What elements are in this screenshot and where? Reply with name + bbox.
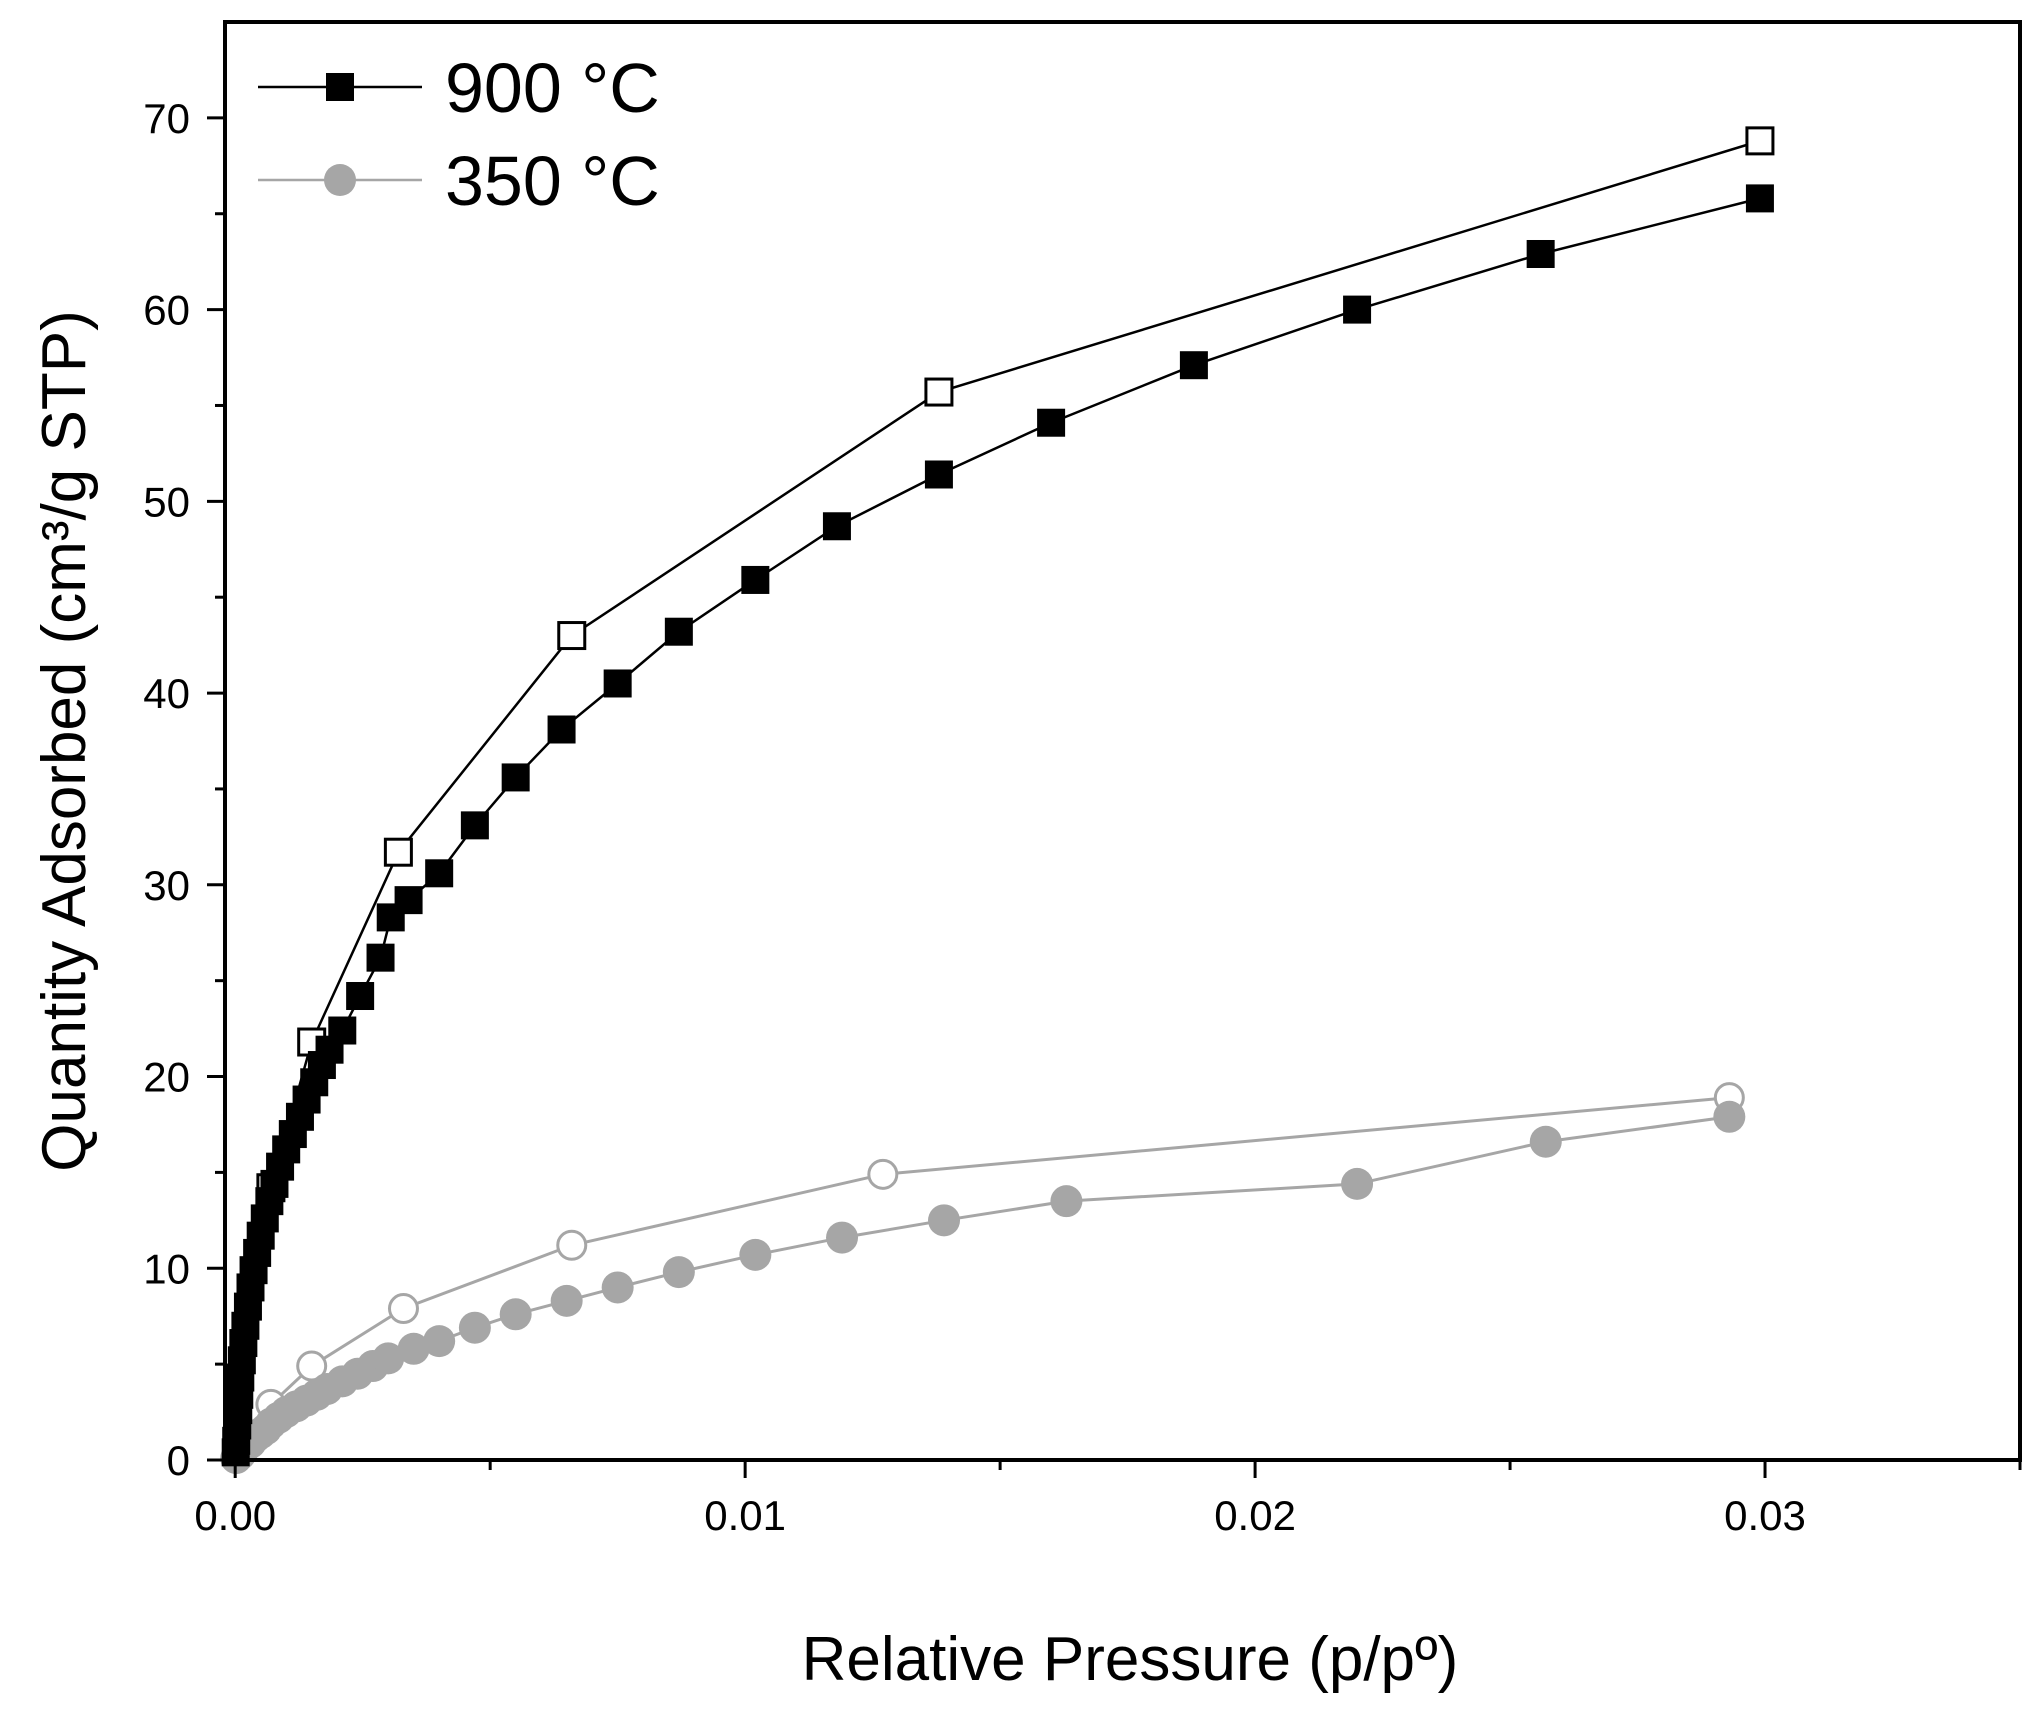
adsorption-point (826, 1221, 859, 1254)
y-tick-label: 10 (143, 1245, 190, 1292)
adsorption-point (739, 1238, 772, 1271)
desorption-point (387, 1293, 419, 1325)
adsorption-point (1745, 184, 1774, 213)
x-tick-label: 0.02 (1214, 1492, 1296, 1539)
x-tick-label: 0.00 (194, 1492, 276, 1539)
y-tick-label: 30 (143, 862, 190, 909)
adsorption-point (664, 617, 693, 646)
plot-area-frame (223, 20, 2022, 1462)
desorption-point (556, 1229, 588, 1261)
adsorption-point (394, 886, 423, 915)
adsorption-point (460, 811, 489, 840)
adsorption-point (501, 763, 530, 792)
adsorption-point (924, 460, 953, 489)
desorption-point (383, 837, 413, 867)
legend-label-350: 350 °C (445, 142, 660, 220)
desorption-point (867, 1158, 899, 1190)
y-tick-label: 50 (143, 478, 190, 525)
adsorption-point (366, 943, 395, 972)
adsorption-point (547, 715, 576, 744)
legend-label-900: 900 °C (445, 49, 660, 127)
legend: 900 °C 350 °C (258, 49, 660, 220)
adsorption-point (1343, 295, 1372, 324)
desorption-line (269, 139, 1761, 1189)
legend-marker-350 (324, 164, 356, 196)
adsorption-point (550, 1284, 583, 1317)
y-tick-label: 40 (143, 670, 190, 717)
adsorption-point (1529, 1125, 1562, 1158)
y-tick-label: 20 (143, 1054, 190, 1101)
y-tick-label: 70 (143, 95, 190, 142)
adsorption-point (662, 1256, 695, 1289)
desorption-point (557, 621, 587, 651)
y-tick-label: 60 (143, 287, 190, 334)
adsorption-point (1050, 1185, 1083, 1218)
adsorption-point (372, 1342, 405, 1375)
adsorption-point (458, 1311, 491, 1344)
series-layer (220, 126, 1775, 1475)
desorption-point (924, 377, 954, 407)
adsorption-point (397, 1332, 430, 1365)
adsorption-point (1341, 1167, 1374, 1200)
adsorption-point (425, 859, 454, 888)
x-tick-label: 0.01 (704, 1492, 786, 1539)
y-axis-title: Quantity Adsorbed (cm³/g STP) (30, 310, 99, 1171)
adsorption-point (499, 1298, 532, 1331)
adsorption-point (346, 982, 375, 1011)
series-350 (220, 1082, 1746, 1475)
desorption-point (1745, 126, 1775, 156)
legend-marker-900 (326, 73, 354, 101)
adsorption-point (1526, 239, 1555, 268)
y-tick-label: 0 (167, 1437, 190, 1484)
adsorption-point (928, 1204, 961, 1237)
adsorption-point (328, 1016, 357, 1045)
adsorption-point (741, 565, 770, 594)
adsorption-point (423, 1325, 456, 1358)
adsorption-point (1179, 351, 1208, 380)
x-axis-title: Relative Pressure (p/pº) (802, 1625, 1459, 1694)
series-900 (221, 126, 1775, 1467)
axis-ticks: 0.00 0.01 0.02 0.03 0 10 20 30 40 50 60 70 (143, 95, 2022, 1539)
x-tick-label: 0.03 (1724, 1492, 1806, 1539)
adsorption-point (1713, 1100, 1746, 1133)
adsorption-point (822, 512, 851, 541)
adsorption-point (601, 1271, 634, 1304)
adsorption-point (603, 669, 632, 698)
adsorption-point (1037, 408, 1066, 437)
